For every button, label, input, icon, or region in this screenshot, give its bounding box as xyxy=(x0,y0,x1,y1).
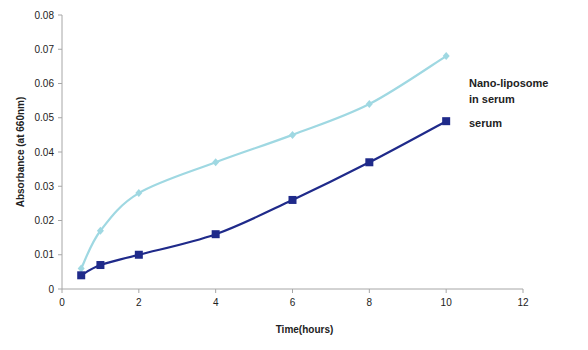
series-marker xyxy=(135,251,143,259)
y-axis-label: Absorbance (at 660nm) xyxy=(15,97,26,208)
series-marker xyxy=(366,100,373,108)
series-line xyxy=(81,56,446,268)
legend-label: serum xyxy=(469,117,502,129)
y-tick-label: 0 xyxy=(48,284,54,295)
x-tick-label: 12 xyxy=(517,297,529,308)
y-tick xyxy=(58,254,62,255)
series-marker xyxy=(77,271,85,279)
series-marker xyxy=(135,189,142,197)
x-tick xyxy=(62,289,63,293)
series-marker xyxy=(289,196,297,204)
y-tick-label: 0.01 xyxy=(35,249,55,260)
x-tick-label: 4 xyxy=(213,297,219,308)
y-tick-label: 0.02 xyxy=(35,215,55,226)
x-tick xyxy=(138,289,139,293)
series-marker xyxy=(97,227,104,235)
y-tick-label: 0.07 xyxy=(35,44,55,55)
y-tick xyxy=(58,15,62,16)
legend-line: Nano-liposome xyxy=(469,77,548,89)
series-line xyxy=(81,121,446,275)
series-marker xyxy=(365,158,373,166)
y-tick-label: 0.08 xyxy=(35,10,55,21)
y-tick-label: 0.03 xyxy=(35,181,55,192)
series-marker xyxy=(212,230,220,238)
x-tick-label: 10 xyxy=(441,297,453,308)
y-tick xyxy=(58,49,62,50)
series-marker xyxy=(442,117,450,125)
y-tick-label: 0.05 xyxy=(35,112,55,123)
series-marker xyxy=(443,52,450,60)
legend-line: in serum xyxy=(469,93,515,105)
y-tick xyxy=(58,83,62,84)
y-tick xyxy=(58,117,62,118)
x-tick-label: 2 xyxy=(136,297,142,308)
y-tick xyxy=(58,289,62,290)
x-axis-label: Time(hours) xyxy=(276,324,334,335)
y-tick xyxy=(58,152,62,153)
series-marker xyxy=(212,158,219,166)
x-tick xyxy=(292,289,293,293)
x-tick xyxy=(446,289,447,293)
series-marker xyxy=(96,261,104,269)
y-tick xyxy=(58,220,62,221)
plot-area xyxy=(77,52,450,279)
x-tick-label: 0 xyxy=(59,297,65,308)
y-tick-label: 0.04 xyxy=(35,147,55,158)
series-marker xyxy=(289,131,296,139)
x-tick xyxy=(369,289,370,293)
x-tick-label: 6 xyxy=(290,297,296,308)
chart: 0 0.01 0.02 0.03 0.04 0.05 0.06 0.07 0.08 0 2 4 6 8 10… xyxy=(0,0,588,350)
y-tick xyxy=(58,186,62,187)
x-tick xyxy=(215,289,216,293)
legend-label: Nano-liposome in serum xyxy=(469,77,548,105)
series-marker xyxy=(78,264,85,272)
x-tick xyxy=(523,289,524,293)
y-tick-label: 0.06 xyxy=(35,78,55,89)
x-tick-label: 8 xyxy=(367,297,373,308)
